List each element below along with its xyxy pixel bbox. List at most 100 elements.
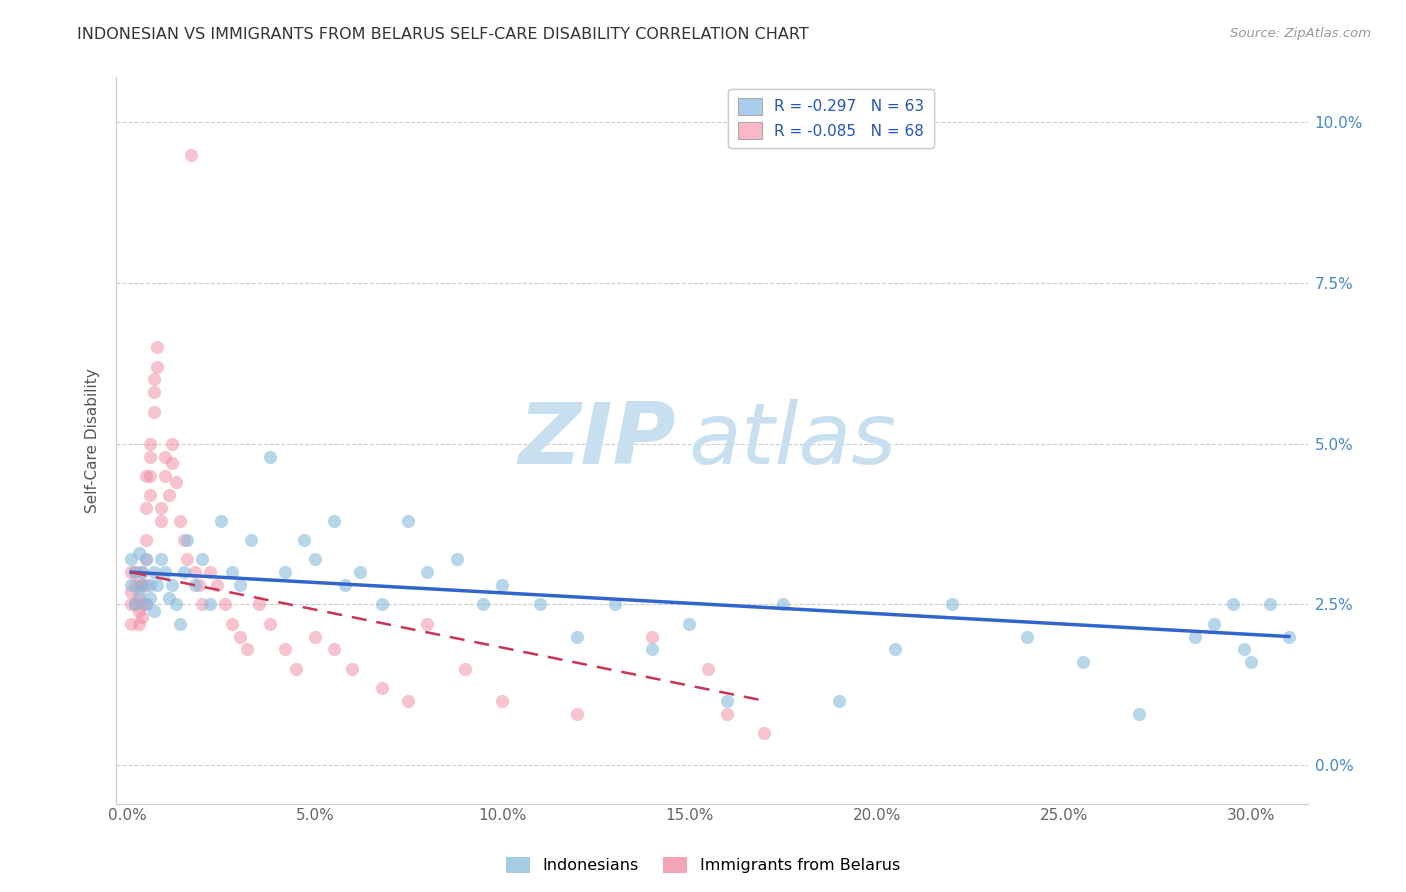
Point bbox=[371, 681, 394, 695]
Point bbox=[191, 598, 214, 612]
Point bbox=[139, 578, 162, 592]
Point bbox=[128, 591, 150, 605]
Point bbox=[142, 385, 165, 400]
Point bbox=[884, 642, 907, 657]
Point bbox=[131, 598, 153, 612]
Point bbox=[1015, 630, 1038, 644]
Point bbox=[529, 598, 551, 612]
Point bbox=[240, 533, 263, 548]
Text: ZIP: ZIP bbox=[519, 399, 676, 482]
Point bbox=[1240, 655, 1263, 669]
Text: atlas: atlas bbox=[688, 399, 896, 482]
Point bbox=[162, 578, 184, 592]
Point bbox=[187, 578, 209, 592]
Point bbox=[221, 616, 243, 631]
Point bbox=[120, 566, 142, 580]
Point bbox=[416, 616, 439, 631]
Point bbox=[150, 501, 173, 516]
Point bbox=[716, 706, 738, 721]
Point bbox=[146, 359, 169, 374]
Point bbox=[128, 578, 150, 592]
Point bbox=[446, 552, 468, 566]
Point bbox=[221, 566, 243, 580]
Point bbox=[565, 706, 588, 721]
Point bbox=[1202, 616, 1225, 631]
Point bbox=[120, 584, 142, 599]
Point bbox=[135, 552, 157, 566]
Point bbox=[214, 598, 236, 612]
Point bbox=[772, 598, 794, 612]
Text: INDONESIAN VS IMMIGRANTS FROM BELARUS SELF-CARE DISABILITY CORRELATION CHART: INDONESIAN VS IMMIGRANTS FROM BELARUS SE… bbox=[77, 27, 808, 42]
Point bbox=[184, 566, 207, 580]
Point bbox=[180, 147, 202, 161]
Point bbox=[229, 630, 252, 644]
Point bbox=[285, 662, 308, 676]
Point bbox=[304, 552, 326, 566]
Point bbox=[603, 598, 626, 612]
Point bbox=[169, 514, 191, 528]
Point bbox=[716, 694, 738, 708]
Point bbox=[236, 642, 259, 657]
Point bbox=[120, 552, 142, 566]
Point bbox=[135, 501, 157, 516]
Point bbox=[124, 578, 146, 592]
Point bbox=[1278, 630, 1301, 644]
Point bbox=[641, 642, 664, 657]
Point bbox=[491, 578, 513, 592]
Point bbox=[697, 662, 720, 676]
Point bbox=[128, 616, 150, 631]
Point bbox=[139, 436, 162, 450]
Point bbox=[274, 642, 297, 657]
Point bbox=[209, 514, 232, 528]
Point bbox=[124, 598, 146, 612]
Point bbox=[124, 598, 146, 612]
Point bbox=[491, 694, 513, 708]
Point bbox=[131, 566, 153, 580]
Point bbox=[128, 604, 150, 618]
Point bbox=[1071, 655, 1094, 669]
Point bbox=[142, 404, 165, 418]
Point bbox=[398, 514, 420, 528]
Point bbox=[142, 372, 165, 386]
Point bbox=[162, 436, 184, 450]
Point bbox=[139, 488, 162, 502]
Point bbox=[124, 566, 146, 580]
Point bbox=[135, 598, 157, 612]
Point bbox=[157, 488, 180, 502]
Point bbox=[1258, 598, 1281, 612]
Point bbox=[641, 630, 664, 644]
Point bbox=[198, 566, 221, 580]
Point bbox=[292, 533, 315, 548]
Point bbox=[165, 475, 187, 490]
Point bbox=[150, 552, 173, 566]
Point bbox=[153, 468, 176, 483]
Legend: R = -0.297   N = 63, R = -0.085   N = 68: R = -0.297 N = 63, R = -0.085 N = 68 bbox=[728, 88, 934, 148]
Point bbox=[754, 726, 776, 740]
Point bbox=[322, 642, 344, 657]
Point bbox=[349, 566, 371, 580]
Point bbox=[173, 566, 195, 580]
Point bbox=[169, 616, 191, 631]
Point bbox=[229, 578, 252, 592]
Point bbox=[131, 610, 153, 624]
Point bbox=[828, 694, 851, 708]
Point bbox=[259, 450, 281, 464]
Point bbox=[176, 533, 198, 548]
Point bbox=[207, 578, 229, 592]
Point bbox=[322, 514, 344, 528]
Point bbox=[142, 566, 165, 580]
Point bbox=[176, 552, 198, 566]
Point bbox=[131, 578, 153, 592]
Point bbox=[135, 578, 157, 592]
Point bbox=[259, 616, 281, 631]
Point bbox=[274, 566, 297, 580]
Y-axis label: Self-Care Disability: Self-Care Disability bbox=[86, 368, 100, 513]
Point bbox=[162, 456, 184, 470]
Point bbox=[247, 598, 270, 612]
Point bbox=[416, 566, 439, 580]
Point bbox=[157, 591, 180, 605]
Text: Source: ZipAtlas.com: Source: ZipAtlas.com bbox=[1230, 27, 1371, 40]
Point bbox=[139, 450, 162, 464]
Point bbox=[153, 450, 176, 464]
Point bbox=[342, 662, 364, 676]
